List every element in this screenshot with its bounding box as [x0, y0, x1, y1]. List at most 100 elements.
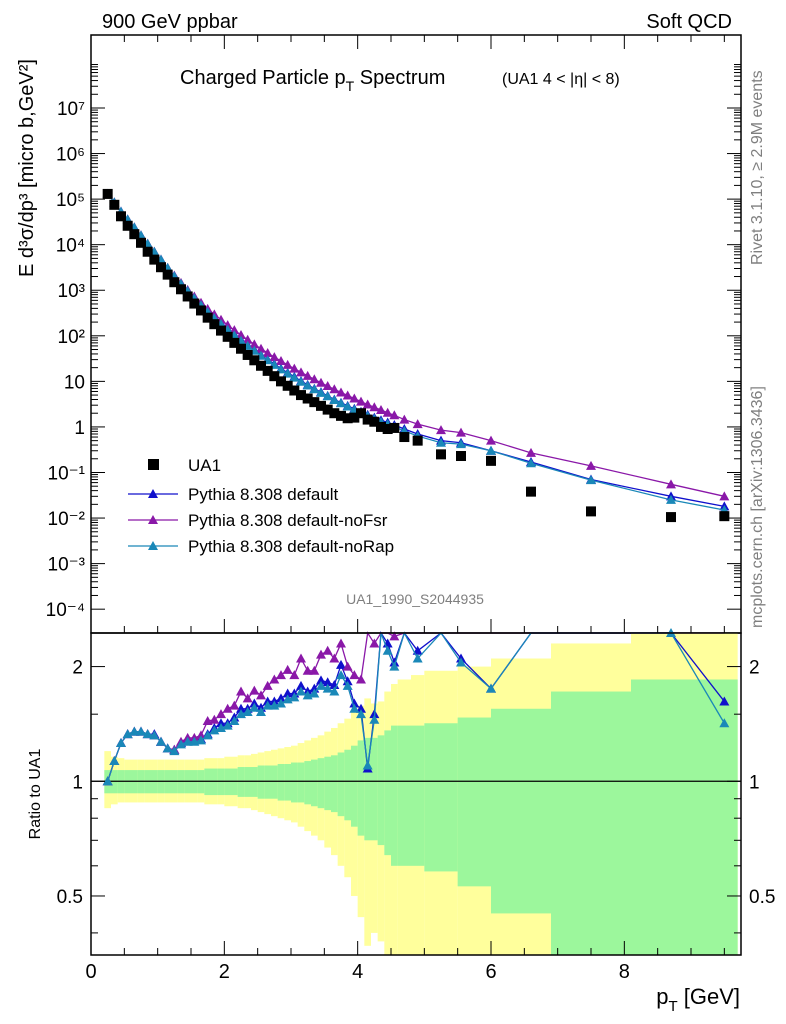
ratio-series-3-point — [242, 706, 253, 716]
main-title-note: (UA1 4 < |η| < 8) — [502, 71, 620, 88]
ratio-y-tick-label: 0.5 — [57, 887, 83, 908]
ratio-inner-band-bin — [631, 679, 738, 955]
ua1-data-point — [122, 220, 133, 231]
ua1-data-point — [526, 486, 536, 497]
ua1-data-point — [376, 421, 386, 432]
main-data-layer — [102, 188, 730, 523]
main-y-axis: 10⁻⁴ 10⁻³ 10⁻² 10⁻¹ 1 10 10² 10³ 10⁴ 10⁵ 10⁶ 10⁷ — [46, 64, 741, 621]
main-series-3-point — [436, 437, 446, 447]
ratio-inner-band-bin — [424, 723, 458, 872]
ratio-series-2-point — [336, 638, 346, 648]
ratio-inner-band-bin — [251, 767, 258, 797]
ua1-data-point — [236, 343, 246, 354]
ratio-inner-band-bin — [297, 762, 305, 803]
ratio-inner-band-bin — [551, 691, 631, 955]
ua1-data-point — [216, 325, 226, 336]
ua1-data-point — [282, 380, 293, 391]
main-y-tick-label: 10⁻¹ — [48, 463, 86, 484]
main-series-2-point — [586, 460, 596, 470]
ratio-series-2-point — [236, 686, 246, 696]
ratio-series-2-point — [296, 653, 306, 663]
ratio-series-3-point — [196, 735, 206, 745]
main-y-axis-title: E d³σ/dp³ [micro b,GeV²] — [16, 59, 38, 277]
ua1-data-point — [256, 360, 266, 371]
main-series-2-point — [289, 363, 300, 373]
ratio-series-2-point — [269, 674, 280, 684]
ua1-data-point — [329, 408, 340, 419]
ratio-inner-band-bin — [284, 764, 291, 801]
ratio-inner-band-bin — [364, 737, 371, 841]
ua1-data-point — [356, 408, 366, 419]
main-series-2-point — [399, 414, 410, 424]
main-series-3-point — [336, 398, 346, 408]
ua1-data-point — [322, 404, 333, 415]
main-series-2-point — [282, 359, 293, 369]
main-series-2-point — [322, 381, 333, 391]
ua1-data-point — [176, 284, 186, 295]
ratio-inner-band-bin — [391, 725, 398, 866]
main-series-3-point — [276, 364, 286, 374]
ratio-inner-band-bin — [257, 765, 265, 799]
ratio-series-2-point — [209, 714, 220, 724]
main-series-3-point — [486, 445, 496, 455]
main-y-tick-label: 10⁷ — [57, 99, 85, 120]
ratio-inner-band-bin — [271, 765, 278, 799]
main-series-2-point — [526, 447, 536, 457]
ua1-data-point — [719, 511, 730, 522]
ratio-series-3-point — [719, 718, 730, 728]
ratio-y-tick-label: 2 — [72, 658, 83, 679]
x-tick-label: 4 — [352, 961, 363, 983]
main-y-tick-label: 10⁴ — [56, 236, 85, 257]
main-series-2-point — [309, 374, 320, 384]
rivet-version-label: Rivet 3.1.10, ≥ 2.9M events — [749, 70, 766, 265]
main-series-2-point — [242, 334, 253, 344]
ratio-series-3-point — [486, 683, 496, 693]
ratio-inner-band-bin — [457, 717, 491, 887]
ratio-y-tick-label-right: 1 — [749, 772, 760, 793]
legend-marker-1 — [148, 489, 158, 498]
ua1-data-point — [349, 412, 360, 423]
ratio-inner-band-bin — [311, 759, 318, 807]
ratio-series-1-point — [322, 677, 333, 687]
main-series-2-point — [719, 491, 730, 501]
main-series-3-point — [296, 376, 306, 386]
ua1-data-point — [109, 199, 120, 210]
main-title: Charged Particle pT Spectrum — [180, 67, 445, 94]
ratio-series-3-point — [122, 729, 133, 739]
legend-marker-ua1 — [148, 459, 159, 470]
x-tick-label: 0 — [85, 961, 96, 983]
ratio-series-2-point — [276, 670, 286, 680]
ua1-data-point — [136, 237, 146, 248]
main-y-tick-label: 10⁻² — [48, 509, 86, 530]
ratio-series-1-point — [336, 659, 346, 669]
main-y-tick-label: 10³ — [58, 281, 85, 302]
ratio-series-3-point — [149, 730, 160, 740]
main-series-3-point — [586, 475, 596, 485]
main-series-2-point — [236, 330, 246, 340]
ratio-series-2-point — [302, 665, 313, 675]
ratio-inner-band-bin — [371, 737, 378, 841]
ua1-data-point — [276, 376, 286, 387]
main-series-3-point — [342, 401, 353, 411]
ratio-series-2-point — [222, 703, 233, 713]
ratio-series-3-point — [202, 730, 213, 740]
ua1-data-point — [149, 254, 160, 265]
main-series-3-point — [282, 368, 293, 378]
ratio-series-2-point — [256, 690, 266, 700]
main-series-3-point — [302, 380, 313, 390]
ratio-series-2-point — [242, 693, 253, 703]
main-series-2-point — [349, 393, 360, 403]
ua1-data-point — [229, 337, 240, 348]
main-series-2-point — [412, 419, 423, 429]
ratio-series-2-point — [216, 709, 226, 719]
ratio-series-3-point — [342, 680, 353, 690]
ratio-series-3-point — [116, 738, 126, 748]
ratio-series-3-point — [412, 653, 423, 663]
ua1-data-point — [129, 229, 140, 240]
main-series-3-point — [309, 384, 320, 394]
ua1-data-point — [156, 262, 166, 273]
ua1-data-point — [382, 424, 393, 435]
ua1-data-point — [302, 393, 313, 404]
ratio-y-tick-label: 1 — [72, 772, 83, 793]
ratio-series-1-point — [356, 703, 366, 713]
